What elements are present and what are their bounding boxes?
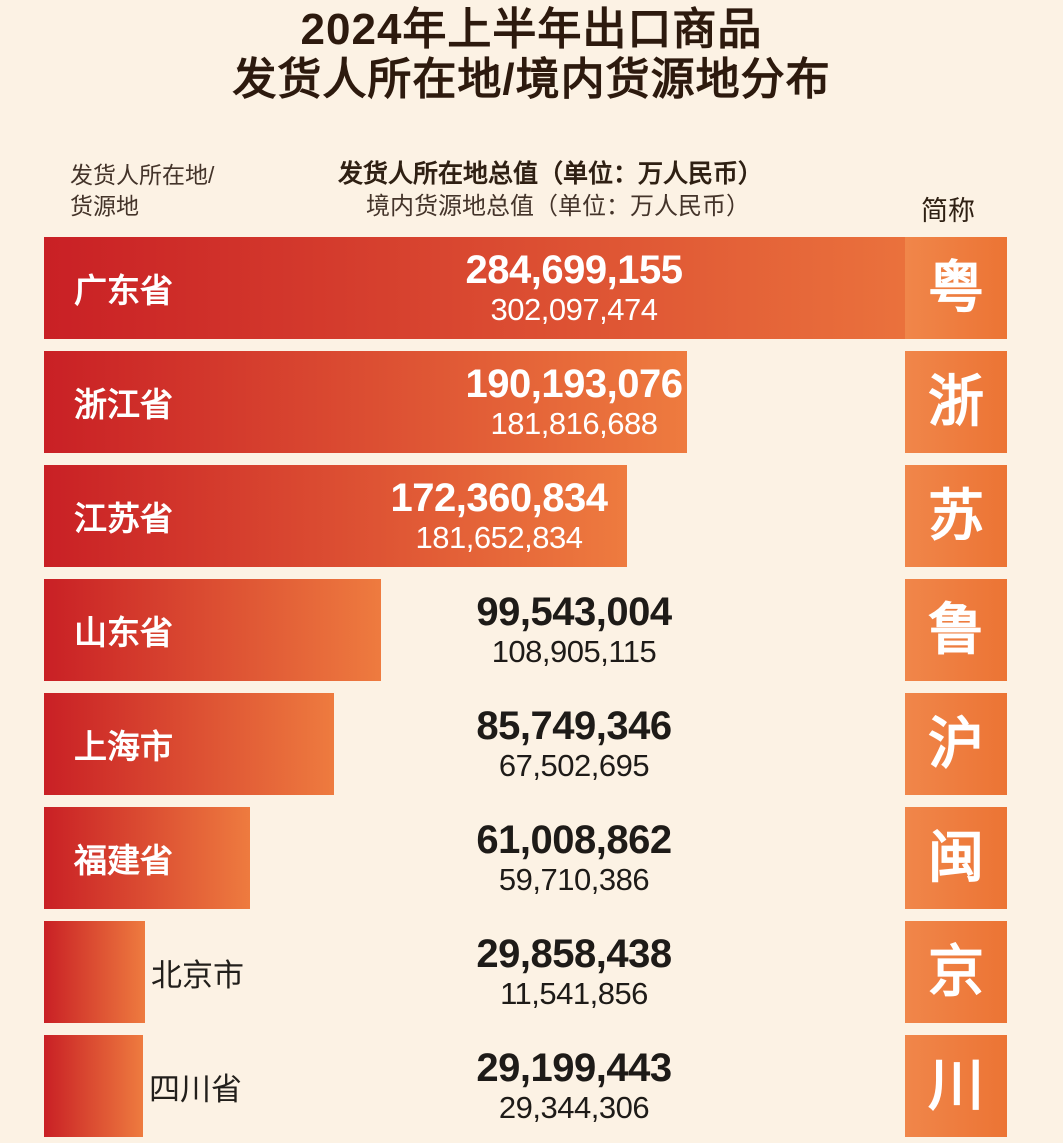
province-abbr-label: 鲁 <box>928 598 984 661</box>
page-title: 2024年上半年出口商品 发货人所在地/境内货源地分布 <box>0 5 1063 105</box>
title-line-2: 发货人所在地/境内货源地分布 <box>232 55 831 104</box>
province-abbr-label: 闽 <box>928 826 984 889</box>
province-bar <box>44 1035 143 1137</box>
column-header-shipper-total: 发货人所在地总值（单位：万人民币） <box>338 160 764 188</box>
title-line-1: 2024年上半年出口商品 <box>300 5 763 54</box>
chart-row: 浙江省 190,193,076 181,816,688 浙 <box>0 351 1063 453</box>
chart-row: 上海市 85,749,346 67,502,695 沪 <box>0 693 1063 795</box>
province-label: 浙江省 <box>74 386 173 423</box>
value-block: 172,360,834 181,652,834 <box>391 476 608 556</box>
origin-total-value: 59,710,386 <box>498 862 650 897</box>
province-abbr-label: 浙 <box>928 370 984 433</box>
column-header-origin-total: 境内货源地总值（单位：万人民币） <box>366 193 750 220</box>
province-abbr-badge: 浙 <box>905 351 1007 453</box>
province-abbr-badge: 苏 <box>905 465 1007 567</box>
chart-row: 四川省 29,199,443 29,344,306 川 <box>0 1035 1063 1137</box>
province-abbr-label: 粤 <box>928 256 984 319</box>
origin-total-value: 29,344,306 <box>498 1090 650 1125</box>
value-block: 99,543,004 108,905,115 <box>476 590 672 670</box>
province-abbr-badge: 鲁 <box>905 579 1007 681</box>
province-bar <box>44 237 1007 339</box>
province-abbr-label: 川 <box>928 1054 984 1117</box>
shipper-total-value: 85,749,346 <box>476 704 672 748</box>
province-label: 山东省 <box>74 614 173 651</box>
province-abbr-label: 沪 <box>928 712 984 775</box>
province-abbr-badge: 粤 <box>905 237 1007 339</box>
origin-total-value: 181,816,688 <box>490 406 658 441</box>
province-bar <box>44 807 250 909</box>
origin-total-value: 11,541,856 <box>500 976 648 1011</box>
bar-chart: 广东省 284,699,155 302,097,474 粤 浙江省 190,19… <box>0 237 1063 1137</box>
shipper-total-value: 172,360,834 <box>390 476 608 520</box>
province-abbr-label: 苏 <box>928 484 984 547</box>
province-label: 上海市 <box>74 728 173 765</box>
province-label: 广东省 <box>74 272 173 309</box>
province-label: 福建省 <box>74 842 173 879</box>
province-bar <box>44 579 381 681</box>
shipper-total-value: 284,699,155 <box>465 248 683 292</box>
origin-total-value: 181,652,834 <box>415 520 583 555</box>
chart-row: 江苏省 172,360,834 181,652,834 苏 <box>0 465 1063 567</box>
value-block: 85,749,346 67,502,695 <box>476 704 672 784</box>
origin-total-value: 302,097,474 <box>490 292 658 327</box>
province-label: 江苏省 <box>74 500 173 537</box>
shipper-total-value: 99,543,004 <box>476 590 672 634</box>
chart-row: 广东省 284,699,155 302,097,474 粤 <box>0 237 1063 339</box>
province-label: 四川省 <box>149 1071 242 1107</box>
column-header-location-line-2: 货源地 <box>70 193 139 219</box>
province-bar <box>44 921 145 1023</box>
value-block: 190,193,076 181,816,688 <box>466 362 683 442</box>
province-abbr-badge: 京 <box>905 921 1007 1023</box>
shipper-total-value: 190,193,076 <box>465 362 683 406</box>
shipper-total-value: 29,199,443 <box>476 1046 672 1090</box>
column-header-location-line-1: 发货人所在地/ <box>70 162 215 188</box>
chart-row: 山东省 99,543,004 108,905,115 鲁 <box>0 579 1063 681</box>
chart-row: 北京市 29,858,438 11,541,856 京 <box>0 921 1063 1023</box>
province-bar <box>44 693 334 795</box>
province-bar <box>44 351 687 453</box>
value-block: 29,858,438 11,541,856 <box>476 932 672 1012</box>
value-block: 61,008,862 59,710,386 <box>476 818 672 898</box>
origin-total-value: 108,905,115 <box>491 634 657 669</box>
shipper-total-value: 29,858,438 <box>476 932 672 976</box>
chart-row: 福建省 61,008,862 59,710,386 闽 <box>0 807 1063 909</box>
value-block: 284,699,155 302,097,474 <box>466 248 683 328</box>
province-abbr-badge: 闽 <box>905 807 1007 909</box>
province-abbr-badge: 沪 <box>905 693 1007 795</box>
value-block: 29,199,443 29,344,306 <box>476 1046 672 1126</box>
origin-total-value: 67,502,695 <box>498 748 650 783</box>
province-bar <box>44 465 627 567</box>
column-header-abbreviation: 简称 <box>921 196 975 226</box>
column-header-location: 发货人所在地/ 货源地 <box>70 160 214 222</box>
province-abbr-badge: 川 <box>905 1035 1007 1137</box>
shipper-total-value: 61,008,862 <box>476 818 672 862</box>
column-header-values: 发货人所在地总值（单位：万人民币） 境内货源地总值（单位：万人民币） <box>338 157 763 223</box>
province-abbr-label: 京 <box>928 940 984 1003</box>
province-label: 北京市 <box>151 957 244 993</box>
